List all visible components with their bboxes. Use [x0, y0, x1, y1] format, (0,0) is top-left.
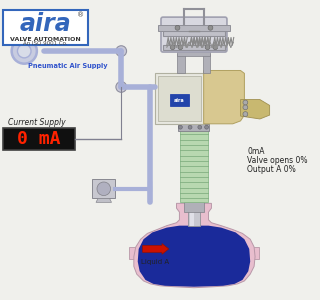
Circle shape: [204, 125, 209, 129]
Circle shape: [243, 100, 248, 105]
Circle shape: [116, 82, 127, 92]
Bar: [179, 124, 210, 130]
Polygon shape: [204, 70, 244, 124]
Polygon shape: [134, 203, 255, 288]
Bar: [170, 94, 189, 106]
Bar: [178, 54, 185, 74]
FancyBboxPatch shape: [161, 17, 227, 52]
Polygon shape: [96, 199, 112, 203]
FancyArrow shape: [143, 244, 169, 254]
Circle shape: [208, 26, 213, 30]
Bar: [178, 49, 211, 56]
Circle shape: [12, 38, 37, 64]
Text: Current Supply: Current Supply: [8, 118, 66, 127]
Bar: [203, 54, 211, 74]
Circle shape: [18, 44, 31, 58]
Polygon shape: [138, 226, 250, 287]
Bar: [184, 202, 204, 212]
Circle shape: [243, 105, 248, 110]
Circle shape: [188, 125, 192, 129]
Bar: [163, 31, 225, 36]
Bar: [158, 76, 201, 121]
Text: Valve opens 0%: Valve opens 0%: [247, 156, 308, 165]
Text: Pneumatic Air Supply: Pneumatic Air Supply: [28, 63, 108, 69]
Circle shape: [170, 45, 175, 50]
Text: 0mA: 0mA: [247, 147, 265, 156]
Circle shape: [198, 125, 202, 129]
Text: VALVE AUTOMATION: VALVE AUTOMATION: [10, 37, 81, 42]
FancyBboxPatch shape: [4, 128, 75, 151]
Circle shape: [205, 45, 210, 50]
Circle shape: [175, 26, 180, 30]
Circle shape: [178, 45, 183, 50]
Circle shape: [213, 45, 218, 50]
Text: aira: aira: [20, 12, 71, 36]
Text: 0 mA: 0 mA: [17, 130, 60, 148]
Text: Liquid A: Liquid A: [141, 259, 169, 265]
Bar: [188, 129, 200, 226]
Bar: [92, 179, 116, 199]
Polygon shape: [129, 247, 144, 259]
Bar: [155, 74, 204, 124]
FancyBboxPatch shape: [3, 10, 88, 45]
Bar: [180, 129, 208, 202]
Polygon shape: [241, 100, 270, 119]
Bar: [190, 129, 194, 226]
Text: aira: aira: [174, 98, 185, 103]
Circle shape: [97, 182, 111, 196]
Text: An ISO 9001 Co.: An ISO 9001 Co.: [23, 41, 68, 46]
Bar: [158, 25, 230, 31]
Circle shape: [179, 125, 182, 129]
Bar: [163, 45, 225, 50]
Text: Output A 0%: Output A 0%: [247, 165, 296, 174]
Circle shape: [243, 112, 248, 116]
Circle shape: [116, 46, 127, 56]
Text: ®: ®: [77, 12, 84, 18]
Polygon shape: [244, 247, 259, 259]
